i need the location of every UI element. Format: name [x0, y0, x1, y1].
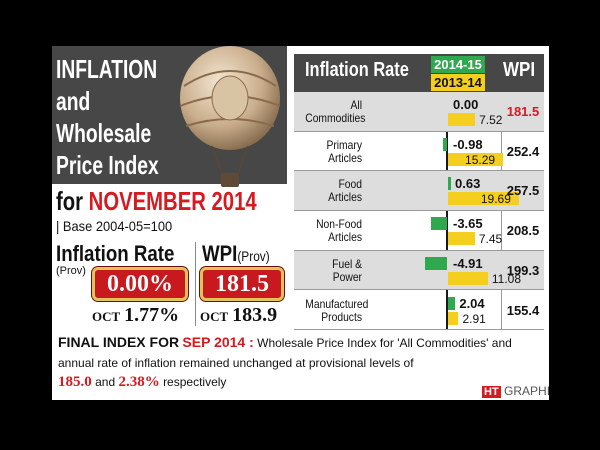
- credit-text: GRAPHICS: [504, 384, 549, 398]
- wpi-label: WPI(Prov): [202, 241, 270, 267]
- bar-2014-15: [442, 137, 447, 151]
- inflation-oct: OCT 1.77%: [92, 304, 179, 327]
- footer-line-2: annual rate of inflation remained unchan…: [58, 356, 414, 370]
- month-value: NOVEMBER 2014: [88, 186, 257, 216]
- category-label-line: Fuel &: [332, 256, 362, 271]
- wpi-oct-label: OCT: [200, 309, 229, 324]
- wpi-value: 181.5: [200, 267, 284, 301]
- label-2013-14: 2.91: [462, 311, 486, 326]
- bar-2014-15: [430, 217, 447, 231]
- month-prefix: for: [56, 186, 84, 216]
- wpi-oct-value: 183.9: [232, 304, 278, 326]
- footer-period: SEP 2014 :: [182, 334, 254, 350]
- footer-label: FINAL INDEX FOR: [58, 334, 180, 350]
- bar-2014-15: [425, 256, 447, 270]
- category-label-line: Manufactured: [305, 296, 369, 311]
- bar-2013-14: [448, 113, 476, 126]
- bar-2014-15: [448, 177, 451, 191]
- table-row: [294, 211, 544, 251]
- inflation-prov-label: (Prov): [56, 265, 86, 277]
- footer-tail: respectively: [163, 375, 227, 389]
- wpi-cell: 199.3: [506, 262, 540, 278]
- category-label-line: Primary: [326, 137, 362, 152]
- category-label-line: Articles: [328, 230, 362, 245]
- category-label-line: Food: [338, 177, 362, 192]
- category-label-line: Articles: [328, 190, 362, 205]
- footer-and: and: [95, 375, 116, 389]
- category-label: Fuel & Power: [305, 256, 362, 284]
- title-line: Wholesale: [56, 118, 152, 148]
- bar-2013-14: [448, 311, 459, 325]
- label-2014-15: -4.91: [453, 255, 483, 271]
- legend-2014-15: 2014-15: [431, 56, 485, 73]
- category-label-line: Products: [321, 309, 362, 324]
- category-label-line: All: [350, 98, 362, 112]
- month-heading: for NOVEMBER 2014: [56, 184, 257, 218]
- inflation-oct-label: OCT: [92, 309, 121, 324]
- wpi-column-header: WPI: [503, 59, 536, 81]
- infographic-card: INFLATION and Wholesale Price Index for …: [52, 46, 549, 400]
- table-row: [294, 250, 544, 291]
- table-row: [294, 92, 544, 132]
- category-label: Food Articles: [305, 178, 362, 204]
- credit-brand: HT: [482, 386, 501, 398]
- footer-line-3: 185.0 and 2.38% respectively: [58, 374, 226, 391]
- label-2013-14: 7.52: [479, 113, 503, 127]
- category-label-line: Articles: [328, 150, 362, 165]
- table-row: [294, 291, 544, 331]
- label-2014-15: -3.65: [453, 216, 483, 232]
- category-label-line: Power: [332, 269, 362, 284]
- category-label: Manufactured Products: [305, 296, 369, 324]
- wpi-cell: 257.5: [506, 183, 540, 199]
- label-2013-14: 19.69: [480, 192, 511, 207]
- inflation-rate-label: Inflation Rate: [56, 241, 175, 266]
- title-line: and: [56, 86, 91, 116]
- label-2014-15: 2.04: [459, 295, 485, 311]
- footer-note: FINAL INDEX FOR SEP 2014 : Wholesale Pri…: [52, 330, 549, 400]
- label-2013-14: 7.45: [478, 232, 503, 247]
- wpi-cell: 208.5: [506, 223, 540, 239]
- inflation-oct-value: 1.77%: [124, 304, 180, 326]
- label-2014-15: -0.98: [453, 136, 483, 152]
- wpi-cell: 252.4: [506, 143, 540, 159]
- category-label-line: Non-Food: [316, 217, 362, 232]
- bar-2013-14: [448, 232, 475, 246]
- wpi-cell: 155.4: [506, 302, 540, 318]
- title-line: Price Index: [56, 150, 159, 180]
- label-2014-15: 0.00: [453, 97, 479, 112]
- bar-2013-14: [448, 152, 504, 166]
- footer-value-1: 185.0: [58, 374, 92, 390]
- title-line: INFLATION: [56, 54, 158, 84]
- label-2013-14: 15.29: [465, 152, 496, 167]
- wpi-oct: OCT 183.9: [200, 304, 277, 327]
- wpi-prov-label: (Prov): [237, 248, 270, 264]
- inflation-rate-value: 0.00%: [92, 267, 188, 301]
- category-label-line: Commodities: [305, 111, 366, 125]
- label-2014-15: 0.63: [455, 176, 481, 192]
- graphics-credit: HT GRAPHICS: [482, 384, 549, 398]
- category-label: Primary Articles: [305, 137, 362, 165]
- currency-balloon-illustration: [179, 46, 281, 187]
- divider: [195, 242, 196, 326]
- legend-2013-14: 2013-14: [431, 74, 485, 91]
- footer-value-2: 2.38%: [118, 374, 160, 390]
- table-header: [294, 54, 544, 92]
- chart-title: Inflation Rate: [305, 59, 409, 81]
- wpi-label-text: WPI: [202, 241, 238, 266]
- bar-2014-15: [448, 296, 456, 310]
- category-label: Non-Food Articles: [305, 218, 362, 244]
- wpi-cell: 181.5: [506, 104, 540, 119]
- bar-2013-14: [448, 192, 519, 206]
- table-row: [294, 132, 544, 172]
- category-label: All Commodities: [305, 98, 366, 125]
- base-year-note: | Base 2004-05=100: [56, 218, 173, 234]
- footer-line-1: FINAL INDEX FOR SEP 2014 : Wholesale Pri…: [58, 334, 512, 350]
- bar-2013-14: [448, 271, 488, 285]
- footer-text-1: Wholesale Price Index for 'All Commoditi…: [257, 336, 512, 350]
- label-2013-14: 11.08: [491, 271, 522, 286]
